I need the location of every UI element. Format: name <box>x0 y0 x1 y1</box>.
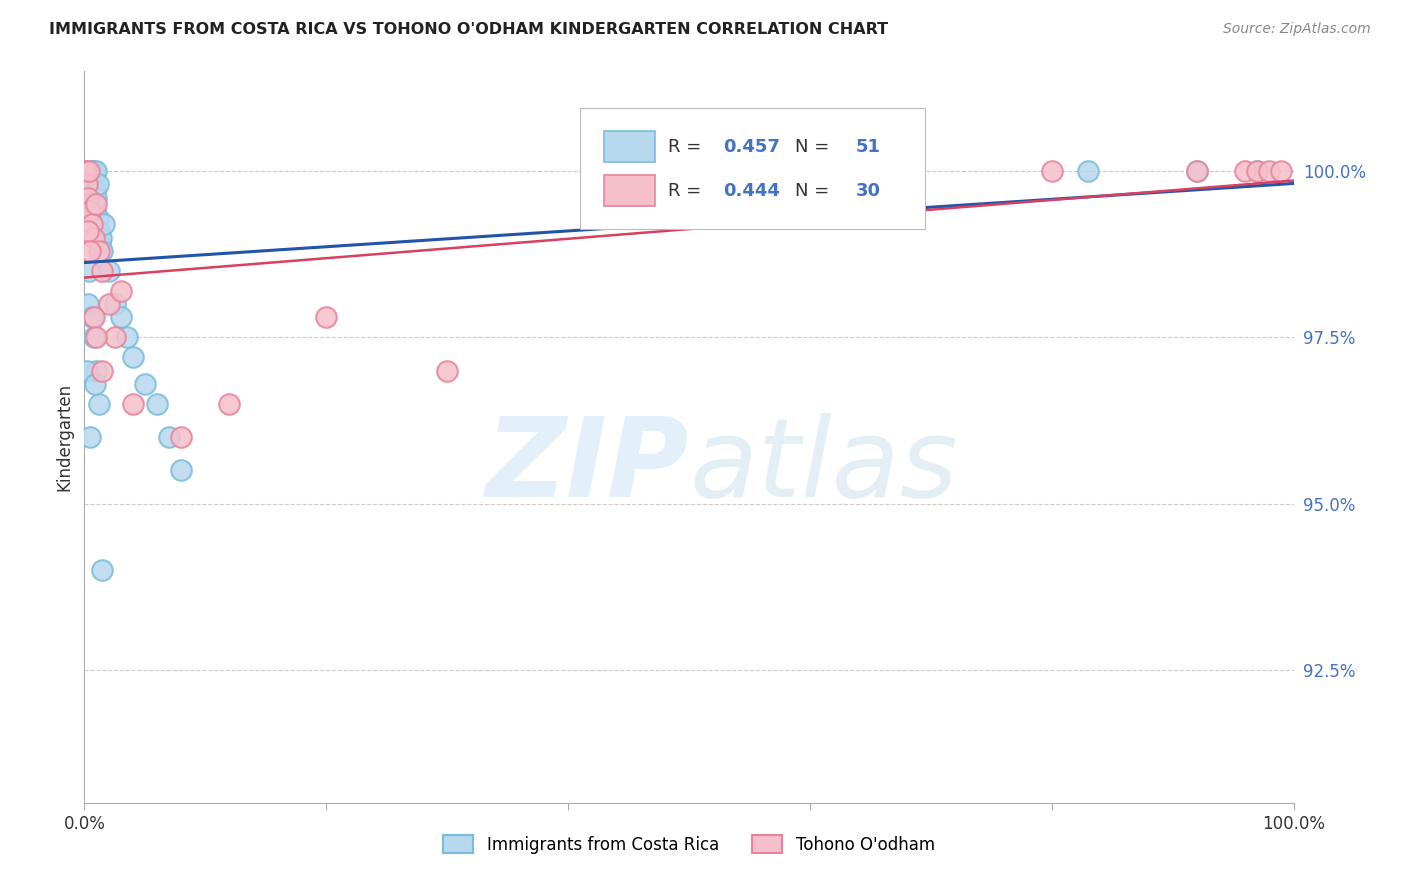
Point <box>79 170 101 185</box>
Y-axis label: Kindergarten: Kindergarten <box>55 383 73 491</box>
Point <box>86 197 108 211</box>
Point <box>97 264 120 278</box>
Point <box>218 397 240 411</box>
Point <box>75 164 97 178</box>
Point <box>83 330 105 344</box>
Point <box>104 297 127 311</box>
Point <box>80 310 103 325</box>
Point <box>91 264 114 278</box>
Point <box>77 178 100 192</box>
Text: 51: 51 <box>856 137 880 156</box>
Point <box>79 244 101 258</box>
Text: 0.457: 0.457 <box>723 137 780 156</box>
Point <box>86 211 108 225</box>
FancyBboxPatch shape <box>605 175 655 206</box>
Point <box>170 430 193 444</box>
Text: R =: R = <box>668 137 707 156</box>
Point <box>157 430 180 444</box>
Point <box>79 164 101 178</box>
Point <box>86 191 108 205</box>
Point <box>80 164 103 178</box>
Point <box>87 397 110 411</box>
Point <box>1185 164 1208 178</box>
Point <box>76 164 98 178</box>
Point <box>1185 164 1208 178</box>
Point <box>91 244 114 258</box>
Point <box>110 284 132 298</box>
Text: 30: 30 <box>856 182 880 200</box>
Point <box>86 164 108 178</box>
Point <box>77 297 100 311</box>
Point <box>1077 164 1099 178</box>
Point <box>1246 164 1268 178</box>
Point <box>121 351 143 365</box>
Point <box>84 204 107 219</box>
Point <box>77 164 100 178</box>
Point <box>77 184 100 198</box>
Point <box>91 563 114 577</box>
Point <box>80 217 103 231</box>
Point <box>1246 164 1268 178</box>
Point <box>115 330 138 344</box>
Point <box>86 330 108 344</box>
Point <box>83 230 105 244</box>
Text: 0.444: 0.444 <box>723 182 780 200</box>
Point <box>79 204 101 219</box>
Point <box>84 376 107 391</box>
Text: atlas: atlas <box>689 413 957 520</box>
FancyBboxPatch shape <box>581 108 925 228</box>
Point <box>1270 164 1292 178</box>
Text: Source: ZipAtlas.com: Source: ZipAtlas.com <box>1223 22 1371 37</box>
Point <box>146 397 169 411</box>
Point <box>86 363 108 377</box>
Point <box>82 164 104 178</box>
Point <box>83 310 105 325</box>
Point <box>76 170 98 185</box>
Text: R =: R = <box>668 182 707 200</box>
Text: IMMIGRANTS FROM COSTA RICA VS TOHONO O'ODHAM KINDERGARTEN CORRELATION CHART: IMMIGRANTS FROM COSTA RICA VS TOHONO O'O… <box>49 22 889 37</box>
Point <box>110 310 132 325</box>
Point <box>89 237 111 252</box>
Point <box>315 310 337 325</box>
Point <box>90 230 112 244</box>
Point <box>1258 164 1281 178</box>
Point <box>83 178 105 192</box>
Point <box>91 363 114 377</box>
Point <box>77 164 100 178</box>
Point <box>77 164 100 178</box>
Point <box>77 191 100 205</box>
Point <box>86 178 108 192</box>
Point <box>93 217 115 231</box>
Point <box>76 363 98 377</box>
Point <box>87 244 110 258</box>
Point <box>436 363 458 377</box>
Point <box>134 376 156 391</box>
Text: N =: N = <box>796 137 835 156</box>
Point <box>97 297 120 311</box>
Point <box>73 164 96 178</box>
Legend: Immigrants from Costa Rica, Tohono O'odham: Immigrants from Costa Rica, Tohono O'odh… <box>437 829 941 860</box>
Point <box>80 191 103 205</box>
FancyBboxPatch shape <box>605 131 655 162</box>
Point <box>77 224 100 238</box>
Point <box>83 164 105 178</box>
Point <box>170 463 193 477</box>
Point <box>75 164 97 178</box>
Text: ZIP: ZIP <box>485 413 689 520</box>
Point <box>82 197 104 211</box>
Point <box>104 330 127 344</box>
Point <box>1234 164 1257 178</box>
Point <box>87 224 110 238</box>
Point <box>79 430 101 444</box>
Point <box>77 264 100 278</box>
Text: N =: N = <box>796 182 835 200</box>
Point <box>73 164 96 178</box>
Point <box>79 164 101 178</box>
Point <box>121 397 143 411</box>
Point <box>84 184 107 198</box>
Point <box>76 178 98 192</box>
Point <box>77 164 100 178</box>
Point <box>1040 164 1063 178</box>
